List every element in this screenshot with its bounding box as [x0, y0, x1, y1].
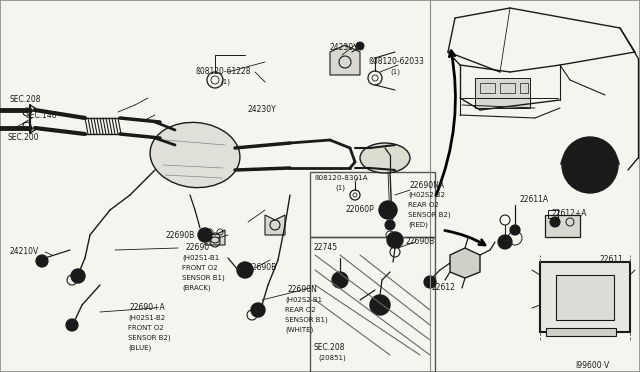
Text: SENSOR B1): SENSOR B1): [182, 275, 225, 281]
Text: SEC.208: SEC.208: [314, 343, 346, 353]
Text: 22611: 22611: [600, 256, 624, 264]
Text: 22612: 22612: [432, 283, 456, 292]
Text: (RED): (RED): [408, 222, 428, 228]
Text: 22745: 22745: [314, 244, 338, 253]
Text: ß08120-8301A: ß08120-8301A: [314, 175, 368, 181]
Text: (H02S1-B1: (H02S1-B1: [182, 255, 220, 261]
Circle shape: [510, 225, 520, 235]
Text: (H02S2-B1: (H02S2-B1: [285, 297, 322, 303]
Text: REAR O2: REAR O2: [285, 307, 316, 313]
Bar: [310, 237, 435, 372]
Circle shape: [251, 303, 265, 317]
Circle shape: [66, 319, 78, 331]
Text: 22611A: 22611A: [520, 196, 549, 205]
Text: (1): (1): [390, 69, 400, 75]
Text: (1): (1): [220, 79, 230, 85]
Circle shape: [332, 272, 348, 288]
Bar: [520, 83, 528, 93]
Text: (H02S1-B2: (H02S1-B2: [128, 315, 165, 321]
Circle shape: [36, 255, 48, 267]
Text: (H02S2-B2: (H02S2-B2: [408, 192, 445, 198]
Circle shape: [379, 201, 397, 219]
Bar: [546, 328, 616, 336]
Circle shape: [498, 235, 512, 249]
Text: SEC.200: SEC.200: [8, 134, 40, 142]
Text: I99600·V: I99600·V: [576, 360, 610, 369]
Bar: [545, 215, 580, 237]
Text: 24230Y: 24230Y: [248, 106, 276, 115]
Polygon shape: [330, 45, 360, 75]
Bar: [556, 275, 614, 320]
Polygon shape: [450, 248, 480, 278]
Text: 24230YA: 24230YA: [330, 44, 364, 52]
Polygon shape: [205, 230, 225, 245]
Circle shape: [370, 295, 390, 315]
Text: (WHITE): (WHITE): [285, 327, 313, 333]
Ellipse shape: [360, 143, 410, 173]
Circle shape: [237, 262, 253, 278]
Text: FRONT O2: FRONT O2: [182, 265, 218, 271]
Circle shape: [198, 228, 212, 242]
Circle shape: [387, 232, 403, 248]
Circle shape: [385, 220, 395, 230]
Text: 22690B: 22690B: [248, 263, 277, 273]
Text: ß08120-62033: ß08120-62033: [368, 58, 424, 67]
Circle shape: [550, 217, 560, 227]
Text: 22690B: 22690B: [405, 237, 435, 247]
Circle shape: [424, 276, 436, 288]
Text: ß08120-61228: ß08120-61228: [195, 67, 250, 77]
Bar: [310, 172, 435, 237]
Circle shape: [562, 137, 618, 193]
Text: 22690+A: 22690+A: [130, 304, 166, 312]
Bar: [480, 83, 495, 93]
Ellipse shape: [150, 122, 240, 187]
Text: 22612+A: 22612+A: [552, 208, 588, 218]
Bar: [548, 210, 558, 218]
Text: (BRACK): (BRACK): [182, 285, 211, 291]
Text: (BLUE): (BLUE): [128, 345, 151, 351]
Text: 22690N: 22690N: [288, 285, 318, 295]
Text: SENSOR B2): SENSOR B2): [408, 212, 451, 218]
Circle shape: [356, 42, 364, 50]
Text: 22690NA: 22690NA: [410, 180, 445, 189]
Circle shape: [574, 149, 606, 181]
Text: 22060P: 22060P: [345, 205, 374, 215]
Polygon shape: [265, 215, 285, 235]
Bar: [540, 262, 630, 332]
Bar: [475, 78, 530, 108]
Text: SEC.208: SEC.208: [10, 96, 42, 105]
Text: SEC.140: SEC.140: [25, 110, 56, 119]
Text: 22690B: 22690B: [165, 231, 195, 240]
Text: (1): (1): [335, 185, 345, 191]
Text: SENSOR B2): SENSOR B2): [128, 335, 171, 341]
Text: REAR O2: REAR O2: [408, 202, 438, 208]
Text: FRONT O2: FRONT O2: [128, 325, 164, 331]
Bar: [500, 83, 515, 93]
Text: 24210V: 24210V: [10, 247, 39, 257]
Text: (20851): (20851): [318, 355, 346, 361]
Text: SENSOR B1): SENSOR B1): [285, 317, 328, 323]
Text: 22690: 22690: [185, 244, 209, 253]
Circle shape: [71, 269, 85, 283]
